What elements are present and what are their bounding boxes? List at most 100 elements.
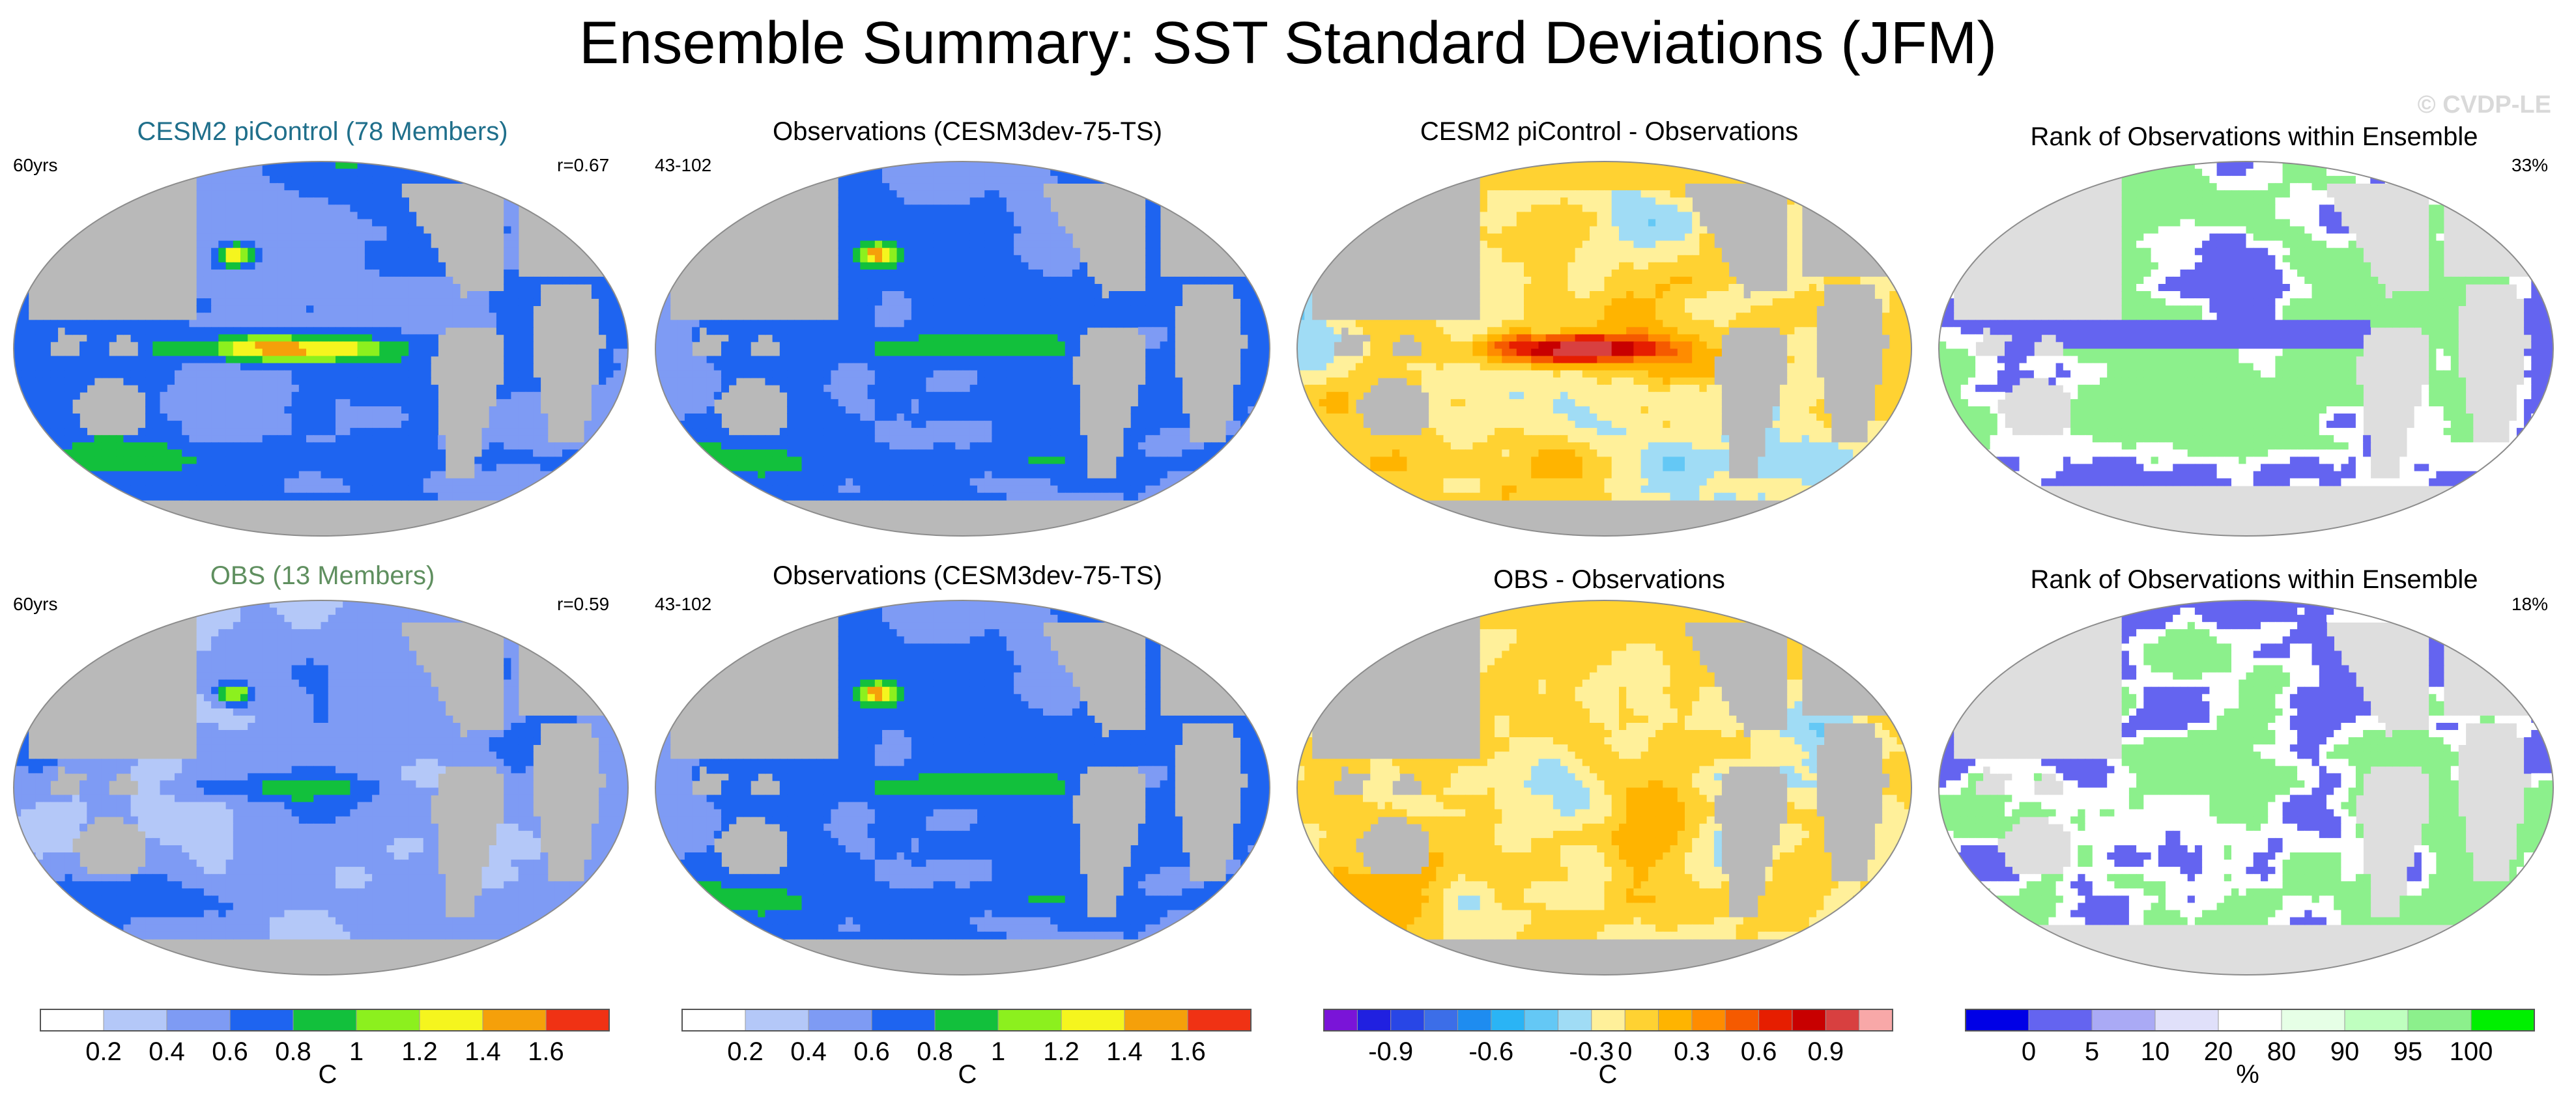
map-cell	[794, 348, 803, 357]
map-cell	[1021, 406, 1029, 414]
map-cell	[823, 363, 832, 371]
map-cell	[116, 485, 124, 494]
map-cell	[896, 313, 905, 321]
panel-5-period: 60yrs	[13, 594, 57, 615]
panel-6-title: Observations (CESM3dev-75-TS)	[645, 561, 1290, 591]
map-cell	[816, 428, 824, 436]
map-cell	[1138, 428, 1146, 436]
map-cell	[372, 327, 380, 335]
map-cell	[999, 320, 1007, 328]
map-cell	[1014, 435, 1022, 443]
map-cell	[14, 291, 21, 299]
map-cell	[291, 233, 300, 242]
map-cell	[1057, 377, 1066, 386]
map-cell	[904, 313, 912, 321]
map-cell	[525, 305, 534, 314]
map-cell	[1043, 313, 1051, 321]
map-cell	[1145, 212, 1154, 220]
map-cell	[42, 456, 51, 465]
map-cell	[123, 327, 132, 335]
map-cell	[291, 240, 300, 249]
map-cell	[372, 233, 380, 242]
map-cell	[955, 284, 964, 292]
map-cell	[1021, 320, 1029, 328]
map-cell	[233, 471, 241, 479]
map-cell	[772, 356, 780, 364]
map-cell	[57, 406, 66, 414]
map-cell	[182, 370, 190, 378]
map-cell	[248, 176, 256, 184]
map-cell	[306, 183, 314, 191]
map-cell	[1014, 341, 1022, 350]
map-cell	[42, 485, 51, 494]
map-cell	[904, 255, 912, 263]
map-cell	[372, 356, 380, 364]
map-cell	[203, 492, 212, 501]
map-cell	[357, 161, 365, 169]
map-cell	[511, 291, 519, 299]
map-cell	[28, 449, 36, 458]
map-cell	[248, 276, 256, 285]
map-cell	[379, 492, 388, 501]
map-cell	[692, 356, 700, 364]
map-cell	[291, 341, 300, 350]
map-cell	[1152, 414, 1161, 421]
map-cell	[984, 370, 993, 378]
map-cell	[706, 370, 715, 378]
map-cell	[504, 298, 512, 306]
map-cell	[372, 255, 380, 263]
map-cell	[1182, 276, 1190, 285]
map-cell	[794, 435, 803, 443]
map-cell	[1080, 176, 1088, 184]
map-cell	[670, 341, 678, 350]
map-cell	[948, 247, 956, 256]
map-cell	[772, 377, 780, 386]
map-cell	[269, 247, 278, 256]
map-cell	[21, 391, 29, 400]
map-cell	[525, 492, 534, 501]
map-cell	[933, 348, 941, 357]
map-cell	[684, 406, 693, 414]
map-cell	[233, 428, 241, 436]
map-cell	[919, 284, 927, 292]
map-cell	[321, 298, 329, 306]
map-cell	[167, 384, 175, 393]
map-cell	[889, 226, 898, 234]
map-cell	[1065, 341, 1073, 350]
map-cell	[28, 384, 36, 393]
map-cell	[882, 255, 890, 263]
map-cell	[218, 442, 227, 451]
map-cell	[189, 421, 197, 428]
map-cell	[481, 428, 490, 436]
map-cell	[904, 276, 912, 285]
map-cell	[189, 341, 197, 350]
map-cell	[554, 478, 563, 486]
map-cell	[364, 183, 373, 191]
map-cell	[823, 384, 832, 393]
map-cell	[416, 348, 424, 357]
map-cell	[1116, 169, 1124, 176]
map-cell	[298, 485, 307, 494]
map-cell	[1160, 391, 1168, 400]
map-cell	[1130, 464, 1139, 472]
map-cell	[137, 471, 146, 479]
map-cell	[504, 247, 512, 256]
map-cell	[262, 428, 270, 436]
map-cell	[321, 233, 329, 242]
map-cell	[1035, 391, 1044, 400]
map-cell	[357, 471, 365, 479]
map-cell	[481, 449, 490, 458]
map-cell	[1021, 255, 1029, 263]
map-cell	[328, 161, 336, 169]
map-cell	[145, 341, 154, 350]
map-cell	[801, 471, 810, 479]
map-cell	[130, 464, 139, 472]
map-cell	[416, 471, 424, 479]
map-cell	[313, 161, 322, 169]
map-cell	[336, 313, 343, 321]
map-cell	[225, 219, 234, 227]
map-cell	[350, 478, 358, 486]
map-cell	[1233, 276, 1241, 285]
map-cell	[321, 442, 329, 451]
map-cell	[948, 414, 956, 421]
